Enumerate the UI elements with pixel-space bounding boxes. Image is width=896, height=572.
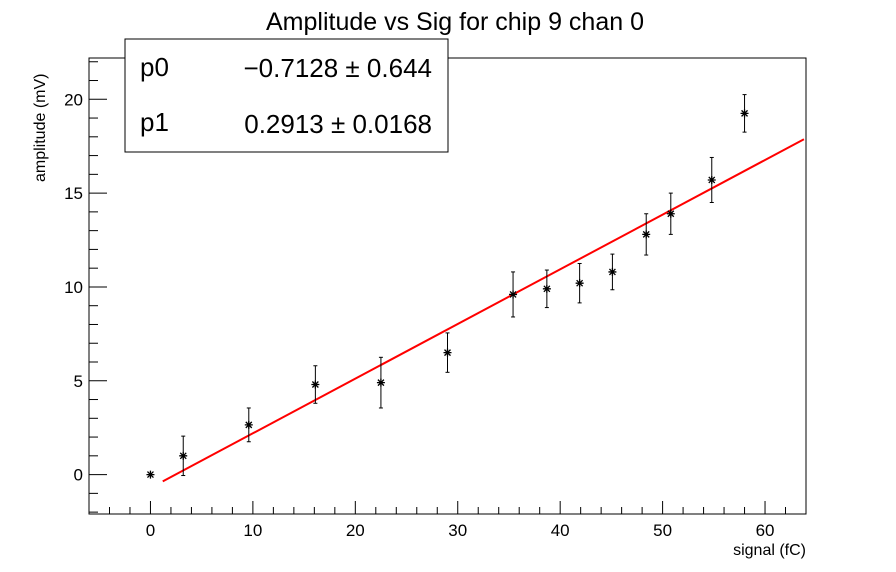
data-point (244, 407, 253, 443)
star-marker (376, 378, 385, 387)
y-tick-label: 15 (64, 184, 83, 203)
data-point (666, 192, 675, 235)
data-point (642, 213, 651, 256)
star-marker (311, 380, 320, 389)
x-tick-label: 10 (243, 521, 262, 540)
x-tick-label: 0 (146, 521, 155, 540)
data-point (509, 271, 518, 318)
star-marker (666, 209, 675, 218)
star-marker (509, 290, 518, 299)
star-marker (244, 420, 253, 429)
fit-layer (162, 138, 805, 483)
data-point (740, 94, 749, 133)
y-tick-label: 0 (74, 466, 83, 485)
data-point (443, 332, 452, 373)
y-tick-label: 10 (64, 278, 83, 297)
data-point (575, 262, 584, 304)
stats-box: p0 −0.7128 ± 0.644 p1 0.2913 ± 0.0168 (124, 38, 449, 153)
data-point (608, 253, 617, 291)
star-marker (146, 470, 155, 479)
x-tick-label: 50 (653, 521, 672, 540)
star-marker (542, 284, 551, 293)
fit-line (162, 138, 805, 483)
x-tick-label: 20 (346, 521, 365, 540)
data-point (146, 470, 155, 479)
tick-labels: 0 10 20 30 40 50 60 0 5 10 15 20 (64, 90, 774, 540)
x-tick-label: 40 (551, 521, 570, 540)
data-point (311, 365, 320, 404)
stats-p0-name: p0 (140, 52, 169, 82)
data-point (707, 156, 716, 203)
star-marker (443, 348, 452, 357)
ticks (88, 61, 807, 514)
y-tick-label: 20 (64, 90, 83, 109)
star-marker (608, 267, 617, 276)
y-axis-label: amplitude (mV) (32, 74, 49, 182)
data-point (179, 435, 188, 477)
x-axis-label: signal (fC) (733, 542, 806, 559)
x-tick-label: 60 (756, 521, 775, 540)
chart-title: Amplitude vs Sig for chip 9 chan 0 (266, 8, 644, 36)
star-marker (179, 451, 188, 460)
star-marker (642, 230, 651, 239)
y-tick-label: 5 (74, 372, 83, 391)
stats-p0-value: −0.7128 ± 0.644 (244, 53, 433, 83)
stats-box-border (124, 38, 449, 153)
data-points (146, 94, 749, 479)
x-tick-label: 30 (448, 521, 467, 540)
data-point (542, 269, 551, 309)
stats-p1-name: p1 (140, 107, 169, 137)
star-marker (740, 109, 749, 118)
star-marker (575, 279, 584, 288)
star-marker (707, 175, 716, 184)
data-point (376, 356, 385, 409)
stats-p1-value: 0.2913 ± 0.0168 (244, 109, 432, 139)
